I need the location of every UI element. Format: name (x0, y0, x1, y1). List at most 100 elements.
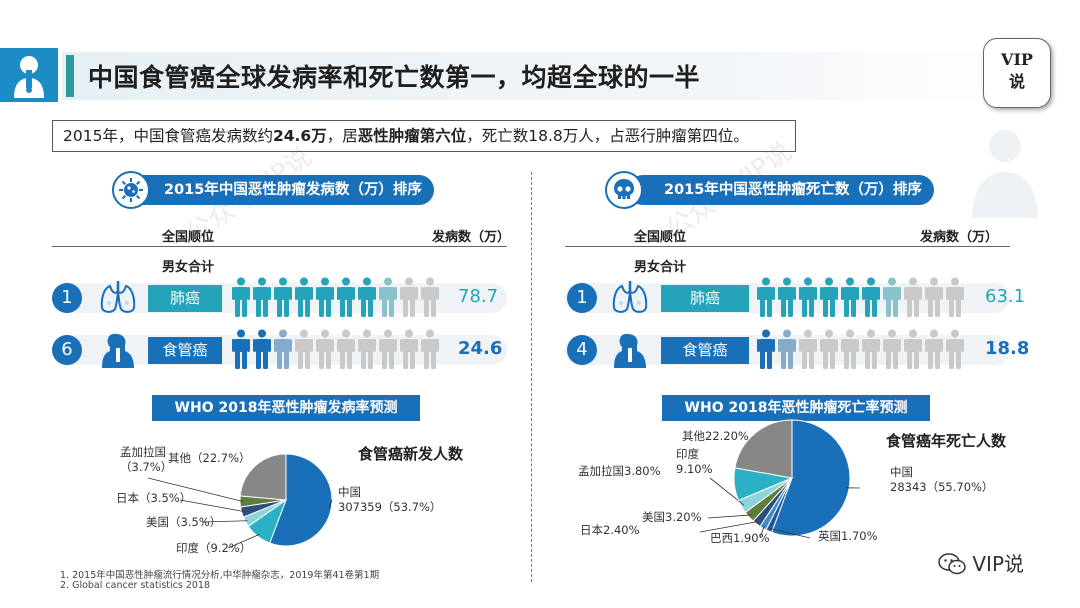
wechat-account: VIP说 (938, 548, 1024, 577)
person-figure-icon (295, 277, 313, 321)
right-panel-title: 2015年中国恶性肿瘤死亡数（万）排序 (628, 175, 934, 205)
pie-label-美国: 美国3.20% (642, 510, 702, 524)
panel-divider (531, 172, 532, 582)
pie-leader-line (769, 528, 811, 539)
pie-label-印度: 印度 9.10% (676, 447, 713, 476)
person-figure-icon (379, 329, 397, 373)
footnote-1: 1. 2015年中国恶性肿瘤流行情况分析,中华肿瘤杂志，2019年第41卷第1期 (60, 570, 380, 581)
rank-number: 4 (567, 335, 597, 365)
right-header-rule (565, 246, 1010, 248)
person-figure-icon (232, 329, 250, 373)
person-figure-icon (799, 329, 817, 373)
header-band (62, 52, 1004, 100)
right-pie-title: 食管癌年死亡人数 (886, 432, 1007, 450)
pie-leader-line (179, 499, 244, 512)
person-figure-icon (862, 277, 880, 321)
vip-badge-line1: VIP (1001, 50, 1033, 69)
lungs-icon (100, 281, 136, 313)
summary-highlight: 恶性肿瘤第六位 (357, 127, 467, 145)
person-throat-icon (14, 56, 44, 98)
person-figure-icon (904, 277, 922, 321)
case-count-value: 78.7 (458, 286, 499, 307)
organ-icon (610, 278, 650, 320)
vip-badge: VIP 说 (983, 38, 1051, 108)
pie-label-孟加拉国: 孟加拉国3.80% (578, 464, 661, 478)
pie-label-其他: 其他（22.7%） (168, 451, 251, 465)
case-count-value: 24.6 (458, 338, 503, 359)
left-who-title: WHO 2018年恶性肿瘤发病率预测 (152, 395, 420, 421)
person-silhouette-icon (972, 130, 1038, 218)
left-pie-chart: 中国 307359（53.7%） 印度（9.2%） 美国（3.5%） 日本（3.5%） 孟… (116, 445, 441, 555)
person-figure-icon (358, 277, 376, 321)
pie-label-中国: 中国 28343（55.70%） (890, 465, 993, 494)
left-col-value-label: 发病数（万） (432, 230, 511, 245)
person-figure-icon (316, 329, 334, 373)
wechat-label: VIP说 (972, 552, 1024, 576)
skull-icon (614, 179, 634, 199)
person-figure-icon (778, 277, 796, 321)
summary-text: ，死亡数18.8万人，占恶行肿瘤第四位。 (466, 127, 749, 145)
left-subhead: 男女合计 (162, 260, 215, 275)
person-figure-icon (253, 329, 271, 373)
pie-slice-其他 (239, 453, 287, 501)
pie-slice-中国 (771, 419, 851, 537)
right-subhead: 男女合计 (634, 260, 687, 275)
pie-label-美国: 美国（3.5%） (146, 515, 221, 529)
rank-number: 1 (52, 283, 82, 313)
cancer-type-badge: 肺癌 (661, 284, 749, 312)
right-col-rank-label: 全国顺位 (634, 230, 687, 245)
pie-leader-line (227, 534, 260, 549)
person-figure-icon (820, 277, 838, 321)
person-figure-icon (337, 277, 355, 321)
pie-label-孟加拉国: 孟加拉国（3.7%） (120, 445, 172, 474)
virus-icon (119, 178, 143, 202)
organ-icon (98, 278, 138, 320)
lungs-icon (612, 281, 648, 313)
organ-icon (98, 330, 138, 374)
person-figure-icon (379, 277, 397, 321)
rank-number: 1 (567, 283, 597, 313)
person-figure-icon (841, 329, 859, 373)
left-header-rule (52, 246, 507, 248)
pie-label-日本: 日本（3.5%） (116, 491, 191, 505)
person-figure-icon (841, 277, 859, 321)
person-figure-icon (883, 329, 901, 373)
pie-label-印度: 印度（9.2%） (176, 541, 251, 555)
pie-leader-line (147, 477, 243, 502)
person-figure-icon (316, 277, 334, 321)
summary-highlight: 24.6万 (272, 127, 327, 145)
person-figure-icon (295, 329, 313, 373)
person-figure-icon (946, 329, 964, 373)
left-panel-icon (112, 171, 150, 209)
person-figure-icon (820, 329, 838, 373)
pie-leader-line (707, 514, 752, 519)
cancer-type-badge: 食管癌 (661, 336, 749, 364)
person-figure-icon (757, 277, 775, 321)
pie-slice-其他 (734, 419, 793, 479)
person-figure-icon (274, 277, 292, 321)
left-panel-title: 2015年中国恶性肿瘤发病数（万）排序 (128, 175, 434, 205)
pie-leader-line (328, 499, 333, 509)
pie-leader-line (201, 520, 248, 523)
header-logo (0, 48, 58, 102)
person-figure-icon (337, 329, 355, 373)
summary-box: 2015年，中国食管癌发病数约24.6万，居恶性肿瘤第六位，死亡数18.8万人，… (52, 120, 796, 152)
right-pie-chart: 中国 28343（55.70%） 英国1.70% 巴西1.90% 日本2.40%美国3.… (578, 419, 993, 545)
person-figure-icon (253, 277, 271, 321)
header-accent (66, 55, 74, 97)
left-col-rank-label: 全国顺位 (162, 230, 215, 245)
throat-icon (614, 333, 646, 368)
right-panel-icon (605, 171, 643, 209)
person-figure-icon (862, 329, 880, 373)
footnote-2: 2. Global cancer statistics 2018 (60, 580, 211, 591)
left-pie-title: 食管癌新发人数 (358, 445, 464, 463)
summary-text: ，居 (326, 127, 358, 145)
person-figure-icon (799, 277, 817, 321)
pie-label-日本: 日本2.40% (580, 523, 640, 537)
summary-text: 2015年，中国食管癌发病数约 (63, 127, 273, 145)
cancer-type-badge: 食管癌 (148, 336, 222, 364)
right-who-title: WHO 2018年恶性肿瘤死亡率预测 (662, 395, 930, 421)
person-figure-icon (883, 277, 901, 321)
pie-leader-line (699, 521, 759, 533)
person-figure-icon (400, 329, 418, 373)
